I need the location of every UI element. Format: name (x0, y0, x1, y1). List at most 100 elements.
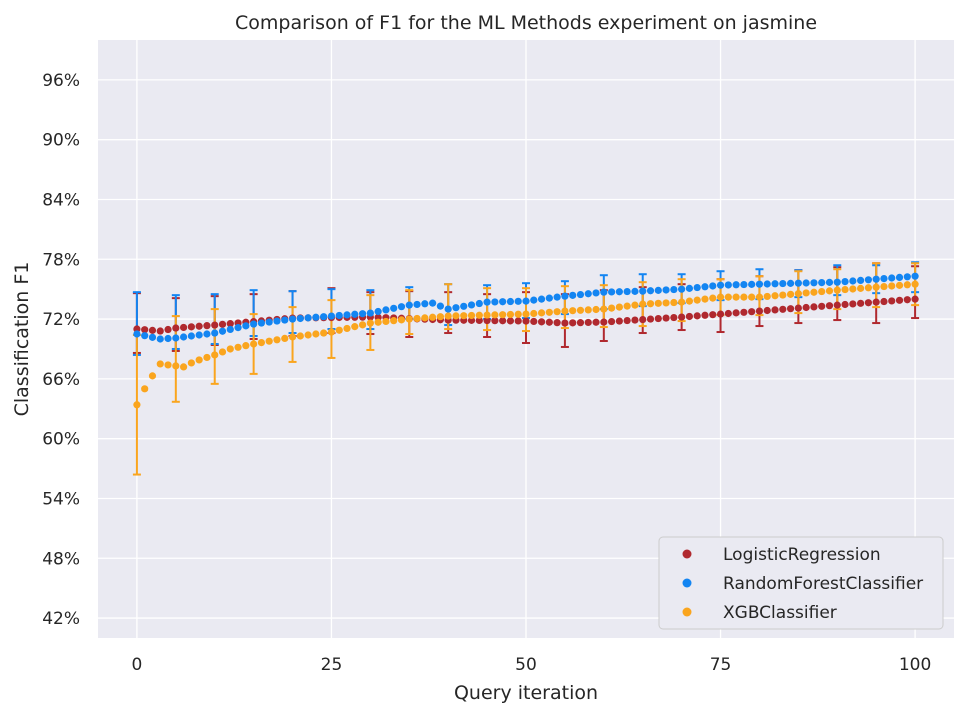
data-point-logisticregression (514, 317, 522, 325)
data-point-logisticregression (670, 313, 678, 322)
error-bar-xgbclassifier (405, 289, 414, 336)
data-point-xgbclassifier (180, 363, 188, 371)
data-point-xgbclassifier (802, 289, 810, 297)
data-point-logisticregression (825, 302, 834, 310)
data-point-logisticregression (600, 318, 608, 326)
x-tick-label: 50 (515, 655, 537, 675)
data-point-logisticregression (172, 324, 180, 332)
data-point-randomforestclassifier (296, 314, 304, 323)
data-point-randomforestclassifier (475, 299, 483, 308)
data-point-logisticregression (156, 327, 164, 335)
data-point-randomforestclassifier (452, 304, 460, 312)
data-point-xgbclassifier (888, 282, 896, 290)
data-point-xgbclassifier (639, 300, 647, 308)
data-point-randomforestclassifier (888, 274, 896, 282)
data-point-xgbclassifier (755, 293, 764, 301)
data-point-xgbclassifier (685, 297, 694, 305)
data-point-randomforestclassifier (366, 309, 374, 317)
data-point-randomforestclassifier (218, 327, 227, 335)
data-point-xgbclassifier (358, 321, 367, 329)
data-point-randomforestclassifier (794, 279, 802, 287)
data-point-xgbclassifier (872, 283, 880, 291)
data-point-xgbclassifier (818, 287, 826, 296)
data-point-randomforestclassifier (172, 334, 180, 342)
data-point-xgbclassifier (187, 359, 195, 367)
data-point-xgbclassifier (600, 305, 608, 313)
data-point-xgbclassifier (631, 301, 639, 309)
data-point-randomforestclassifier (421, 300, 429, 308)
data-point-logisticregression (709, 311, 717, 319)
data-point-logisticregression (211, 321, 219, 329)
data-point-randomforestclassifier (257, 319, 266, 327)
data-point-logisticregression (857, 299, 865, 307)
data-point-xgbclassifier (413, 314, 421, 323)
data-point-logisticregression (755, 307, 764, 315)
y-axis-label: Classification F1 (11, 262, 33, 417)
x-tick-label: 0 (131, 655, 142, 675)
data-point-randomforestclassifier (763, 280, 771, 288)
data-point-randomforestclassifier (802, 279, 810, 287)
data-point-logisticregression (569, 319, 577, 327)
data-point-xgbclassifier (608, 304, 616, 312)
data-point-randomforestclassifier (732, 281, 740, 289)
data-point-xgbclassifier (857, 284, 865, 292)
data-point-logisticregression (164, 325, 172, 334)
data-point-logisticregression (522, 317, 530, 325)
data-point-xgbclassifier (810, 288, 818, 296)
data-point-logisticregression (678, 313, 686, 321)
data-point-xgbclassifier (522, 310, 530, 318)
data-point-xgbclassifier (257, 338, 266, 347)
data-point-xgbclassifier (654, 299, 662, 307)
y-tick-label: 84% (42, 190, 80, 210)
data-point-randomforestclassifier (748, 280, 756, 288)
data-point-xgbclassifier (833, 286, 841, 294)
data-point-randomforestclassifier (281, 316, 289, 324)
data-point-xgbclassifier (281, 334, 289, 343)
data-point-randomforestclassifier (506, 297, 515, 306)
data-point-xgbclassifier (716, 293, 725, 301)
data-point-logisticregression (786, 305, 795, 313)
data-point-randomforestclassifier (265, 318, 273, 326)
data-point-xgbclassifier (312, 330, 320, 338)
data-point-logisticregression (864, 299, 873, 307)
data-point-randomforestclassifier (569, 291, 577, 299)
data-point-xgbclassifier (195, 356, 203, 364)
data-point-randomforestclassifier (226, 325, 234, 334)
data-point-xgbclassifier (499, 311, 507, 319)
legend: LogisticRegression RandomForestClassifie… (658, 536, 944, 630)
data-point-logisticregression (180, 323, 188, 332)
data-point-xgbclassifier (748, 293, 756, 301)
data-point-xgbclassifier (351, 323, 359, 331)
data-point-randomforestclassifier (553, 293, 561, 301)
data-point-logisticregression (849, 300, 857, 308)
data-point-randomforestclassifier (903, 273, 911, 281)
data-point-randomforestclassifier (133, 330, 141, 338)
data-point-randomforestclassifier (841, 277, 849, 286)
data-point-randomforestclassifier (623, 287, 631, 296)
legend-label-xgbclassifier: XGBClassifier (723, 603, 837, 623)
data-point-logisticregression (187, 323, 195, 331)
y-tick-label: 54% (42, 489, 80, 509)
data-point-randomforestclassifier (608, 288, 616, 296)
data-point-xgbclassifier (172, 362, 180, 370)
data-point-xgbclassifier (763, 292, 771, 301)
data-point-randomforestclassifier (203, 330, 211, 338)
data-point-randomforestclassifier (818, 278, 826, 287)
data-point-randomforestclassifier (716, 281, 725, 289)
data-point-xgbclassifier (429, 313, 437, 321)
data-point-randomforestclassifier (786, 279, 795, 287)
data-point-xgbclassifier (148, 372, 157, 380)
data-point-randomforestclassifier (810, 279, 818, 287)
data-point-xgbclassifier (732, 293, 740, 301)
data-point-xgbclassifier (421, 314, 429, 322)
data-point-randomforestclassifier (304, 314, 312, 322)
data-point-randomforestclassifier (615, 288, 623, 296)
data-point-randomforestclassifier (180, 333, 188, 341)
data-point-randomforestclassifier (537, 295, 546, 303)
y-tick-label: 78% (42, 250, 80, 270)
data-point-logisticregression (506, 317, 515, 325)
data-point-logisticregression (833, 301, 841, 309)
data-point-randomforestclassifier (390, 304, 398, 312)
data-point-logisticregression (218, 320, 227, 328)
data-point-randomforestclassifier (351, 310, 359, 318)
